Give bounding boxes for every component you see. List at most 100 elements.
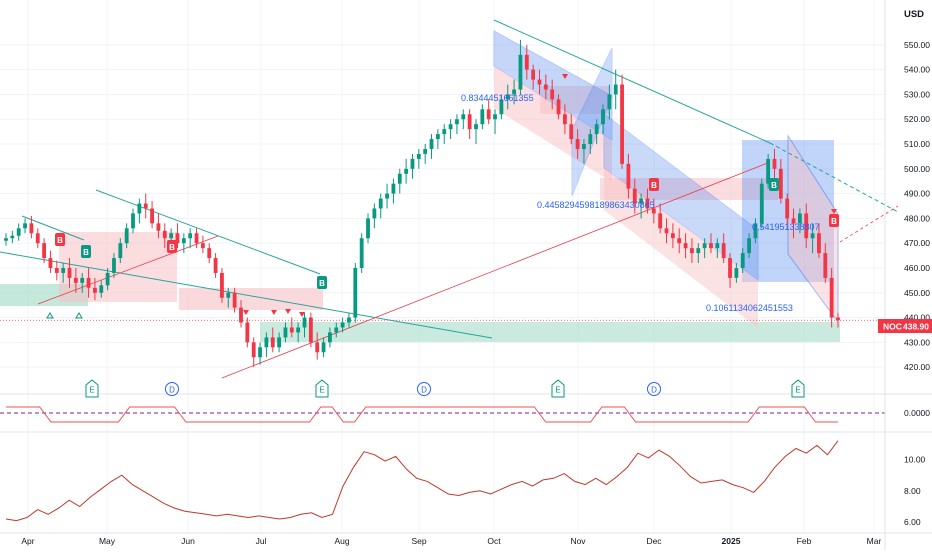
price-tick-label: 460.00 xyxy=(904,263,930,273)
signal-marker: B xyxy=(317,276,327,289)
candle xyxy=(283,322,288,343)
candle-body xyxy=(829,277,834,318)
candle xyxy=(690,238,694,264)
candle xyxy=(620,74,624,169)
dividend-marker: D xyxy=(165,382,179,396)
candle-body xyxy=(556,99,561,115)
candle xyxy=(670,223,675,249)
candle xyxy=(467,109,472,140)
candle-body xyxy=(524,54,529,70)
candle-body xyxy=(696,248,701,254)
price-tick-label: 490.00 xyxy=(904,189,930,199)
candle-body xyxy=(264,337,269,348)
candle-body xyxy=(245,322,250,343)
candle xyxy=(582,139,586,164)
candle-body xyxy=(791,218,796,224)
indicator2-tick-label: 8.00 xyxy=(904,486,921,496)
candle-body xyxy=(836,317,840,321)
arrow-down-marker xyxy=(243,310,249,315)
candle xyxy=(791,208,796,239)
channel-small xyxy=(571,47,613,197)
candle xyxy=(543,74,548,100)
candle xyxy=(772,148,777,179)
time-tick-label: Dec xyxy=(646,536,662,546)
candle-body xyxy=(23,223,27,229)
dividend-marker-label: D xyxy=(651,386,657,395)
earnings-marker: E xyxy=(315,379,329,398)
candle xyxy=(423,144,428,164)
candle-body xyxy=(797,213,802,224)
candle xyxy=(696,243,701,264)
candle xyxy=(531,64,536,90)
trend-line xyxy=(21,215,85,241)
candle xyxy=(683,233,688,259)
candle xyxy=(575,129,580,159)
price-tick-label: 420.00 xyxy=(904,362,930,372)
candle xyxy=(442,124,447,145)
candle-body xyxy=(562,114,567,125)
candle xyxy=(740,248,745,273)
candle-body xyxy=(416,153,421,159)
candle-body xyxy=(690,248,694,254)
candle-body xyxy=(80,277,85,283)
candle-body xyxy=(670,233,675,239)
candle xyxy=(753,218,758,244)
signal-marker-label: B xyxy=(831,217,837,226)
candle-body xyxy=(366,218,370,239)
drawing-label-2: 0.4458294598189863430865 xyxy=(537,200,655,210)
candle xyxy=(639,193,644,219)
candle-body xyxy=(404,168,409,174)
trend-line-red xyxy=(221,161,771,379)
candle xyxy=(321,337,326,358)
candle xyxy=(334,322,339,338)
candle-body xyxy=(16,228,21,236)
candle-body xyxy=(512,89,516,95)
candle-body xyxy=(86,277,91,288)
signal-marker: B xyxy=(649,178,659,191)
candle xyxy=(16,223,21,241)
arrow-down-marker xyxy=(285,309,291,314)
candle xyxy=(766,153,771,189)
earnings-marker: E xyxy=(85,379,99,398)
candle-body xyxy=(766,158,771,184)
candle xyxy=(785,193,790,229)
candle xyxy=(93,277,97,301)
candle-body xyxy=(467,114,472,130)
trend-line xyxy=(493,19,771,144)
candle-body xyxy=(626,163,631,189)
candle-body xyxy=(93,287,97,293)
candle xyxy=(366,213,370,244)
candle-body xyxy=(601,109,605,125)
candle xyxy=(23,218,27,234)
candle-body xyxy=(308,317,313,343)
candle xyxy=(99,280,104,298)
candle xyxy=(493,109,497,135)
candle xyxy=(296,322,301,343)
candle xyxy=(474,119,478,145)
candle xyxy=(251,337,256,368)
dividend-badge xyxy=(165,382,179,396)
candle xyxy=(162,223,167,249)
candle-body xyxy=(340,322,345,328)
candle xyxy=(124,223,129,249)
candle-body xyxy=(131,213,135,229)
candle-body xyxy=(759,183,764,224)
candle-body xyxy=(353,267,358,318)
candle xyxy=(112,253,116,278)
demand-zone xyxy=(260,322,840,342)
trend-line-red xyxy=(37,235,219,305)
candle xyxy=(410,153,415,179)
signal-marker-label: B xyxy=(771,181,777,190)
candle-body xyxy=(251,342,256,358)
supply-zone xyxy=(59,232,177,302)
candle-body xyxy=(448,124,453,130)
candle xyxy=(448,119,453,140)
candle-body xyxy=(29,223,34,234)
trend-line xyxy=(95,189,321,275)
candle-body xyxy=(359,238,364,268)
candle xyxy=(829,267,834,328)
earnings-badge xyxy=(551,379,565,398)
candle xyxy=(42,238,47,264)
